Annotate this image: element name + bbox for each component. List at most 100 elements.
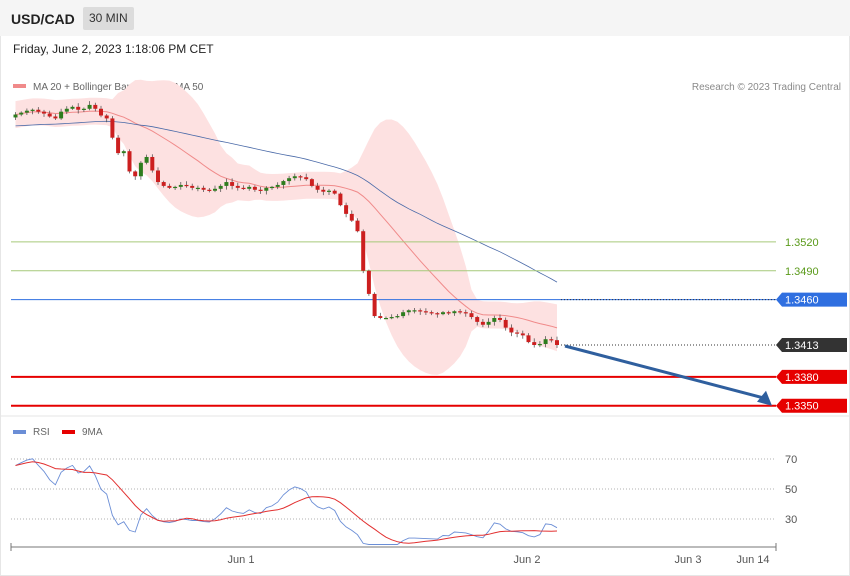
candle-body <box>270 186 274 189</box>
candle-body <box>247 186 252 189</box>
candle-body <box>452 311 457 314</box>
bollinger-band-area <box>15 79 557 375</box>
candle-body <box>30 109 35 111</box>
candle-body <box>463 312 468 314</box>
candle-body <box>121 151 126 154</box>
forecast-arrow-head <box>757 390 772 406</box>
candle-body <box>344 205 349 214</box>
candle-body <box>53 116 58 119</box>
time-axis: Jun 1 Jun 2 Jun 3 Jun 14 <box>10 543 777 566</box>
candle-body <box>378 316 383 319</box>
candle-body <box>526 335 531 343</box>
candle-body <box>241 187 246 190</box>
candle-body <box>201 187 206 190</box>
candle-body <box>190 185 195 188</box>
candle-body <box>144 156 149 163</box>
ma20-line <box>15 110 558 329</box>
candle-body <box>184 184 189 187</box>
candle-body <box>366 270 371 294</box>
candle-body <box>224 182 229 186</box>
candle-body <box>423 311 428 313</box>
candle-body <box>275 184 280 187</box>
candle-body <box>321 189 326 192</box>
forecast-arrow-shaft <box>564 344 764 400</box>
price-levels: 1.3520 1.3490 1.3460 1.3413 1.3380 1.3350 <box>11 237 847 413</box>
time-tick-label: Jun 2 <box>514 554 541 566</box>
ma9-legend-swatch <box>62 430 75 434</box>
candle-body <box>207 189 212 191</box>
candle-body <box>355 220 360 232</box>
candle-body <box>315 185 320 190</box>
candle-body <box>156 170 160 183</box>
copyright-label: Research © 2023 Trading Central <box>692 82 841 93</box>
candle-body <box>235 185 240 188</box>
time-tick-label: Jun 14 <box>736 554 769 566</box>
candle-body <box>230 182 235 186</box>
moving-averages <box>15 110 558 329</box>
time-tick-label: Jun 1 <box>228 554 255 566</box>
candle-body <box>372 293 377 317</box>
candle-body <box>469 313 474 318</box>
symbol-title: USD/CAD <box>11 11 75 27</box>
candle-body <box>429 312 434 314</box>
candle-body <box>213 188 217 191</box>
candle-body <box>332 190 337 194</box>
rsi-legend-swatch <box>13 430 26 434</box>
candle-body <box>475 317 480 322</box>
candle-body <box>81 108 86 110</box>
ma50-line <box>15 120 558 283</box>
candle-body <box>19 112 24 115</box>
candle-body <box>327 190 331 192</box>
candles <box>13 101 559 349</box>
candle-body <box>252 186 257 190</box>
support-tag <box>776 398 847 413</box>
candle-body <box>338 193 343 206</box>
rsi-line <box>15 458 558 545</box>
rsi-panel: 70 50 30 <box>11 454 797 545</box>
candle-body <box>167 185 172 188</box>
candle-body <box>133 171 138 177</box>
candle-body <box>503 319 508 328</box>
rsi-ma-line <box>15 461 558 544</box>
candle-body <box>195 187 200 190</box>
candle-body <box>42 111 46 114</box>
candle-body <box>543 339 548 345</box>
candle-body <box>59 111 64 119</box>
ma9-legend-label: 9MA <box>82 427 103 438</box>
candle-body <box>304 177 309 180</box>
pivot-tag <box>776 292 847 307</box>
rsi-legend-label: RSI <box>33 427 50 438</box>
candle-body <box>64 108 69 112</box>
candle-body <box>110 118 115 138</box>
candle-body <box>258 189 263 191</box>
candle-body <box>76 106 81 110</box>
candle-body <box>281 181 286 185</box>
candle-body <box>520 333 525 336</box>
header-bar: USD/CAD 30 MIN <box>0 0 850 36</box>
candle-body <box>116 137 121 154</box>
candle-body <box>70 106 75 109</box>
timeframe-button[interactable]: 30 MIN <box>83 7 134 30</box>
candle-body <box>486 321 491 325</box>
candle-body <box>87 104 92 109</box>
candle-body <box>47 113 52 117</box>
candle-body <box>292 176 297 179</box>
candle-body <box>178 184 183 187</box>
candle-body <box>150 156 155 171</box>
candle-body <box>13 114 18 118</box>
candle-body <box>349 213 354 221</box>
candle-body <box>498 318 502 320</box>
candle-body <box>127 151 132 172</box>
candle-body <box>361 231 366 271</box>
date-label: Friday, June 2, 2023 1:18:06 PM CET <box>13 42 214 56</box>
candle-body <box>401 312 406 317</box>
support-label: 1.3350 <box>785 401 819 413</box>
candle-body <box>173 186 178 189</box>
candle-body <box>418 310 423 312</box>
pivot-label: 1.3460 <box>785 295 819 307</box>
ma20-legend-label: MA 20 + Bollinger Bands <box>33 82 143 93</box>
candle-body <box>24 110 29 113</box>
candle-body <box>441 312 445 315</box>
resistance-label: 1.3520 <box>785 237 819 249</box>
candle-body <box>549 339 554 341</box>
